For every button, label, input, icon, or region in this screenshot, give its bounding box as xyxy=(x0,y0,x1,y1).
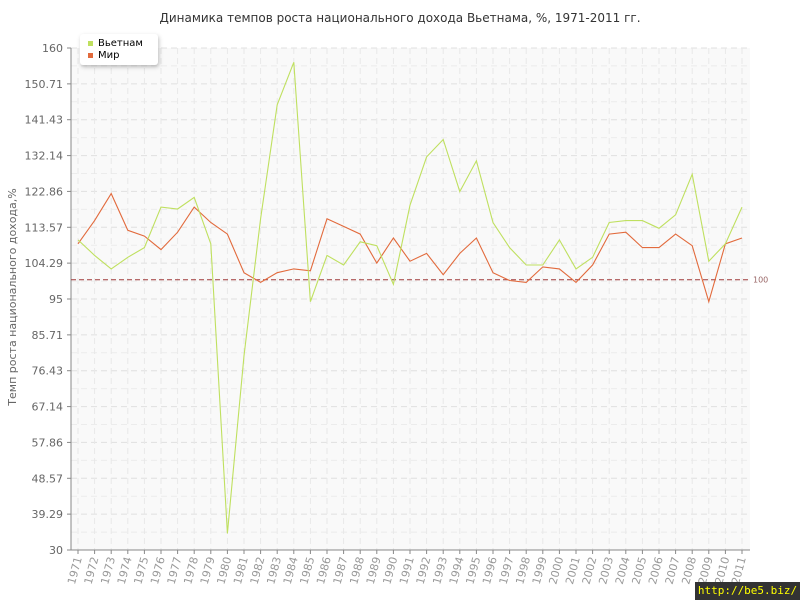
y-tick-label: 122.86 xyxy=(25,185,64,198)
y-tick-label: 113.57 xyxy=(25,221,64,234)
y-tick-label: 30 xyxy=(49,544,63,557)
chart-title: Динамика темпов роста национального дохо… xyxy=(159,11,641,25)
series-lines xyxy=(77,62,743,534)
y-tick-label: 95 xyxy=(49,293,63,306)
y-axis-ticks: 160 150.71 141.43 132.14 122.86 113.57 104.29 9… xyxy=(25,42,71,557)
series-line-vietnam xyxy=(77,62,743,534)
x-gridlines xyxy=(77,48,743,550)
series-line-world xyxy=(77,192,743,304)
y-tick-label: 39.29 xyxy=(32,508,64,521)
y-axis-label: Темп роста национального дохода,% xyxy=(6,188,19,406)
x-axis-ticks: 1971197219731974197519761977197819791980… xyxy=(65,550,749,586)
y-tick-label: 132.14 xyxy=(25,150,64,163)
y-tick-label: 141.43 xyxy=(25,114,64,127)
y-tick-label: 150.71 xyxy=(25,78,64,91)
y-tick-label: 160 xyxy=(42,42,63,55)
y-tick-label: 57.86 xyxy=(32,436,64,449)
y-tick-label: 48.57 xyxy=(32,472,64,485)
legend-swatch-vietnam xyxy=(88,41,93,46)
legend-swatch-world xyxy=(88,53,93,58)
legend-label-world: Мир xyxy=(98,50,120,61)
y-tick-label: 85.71 xyxy=(32,329,64,342)
legend: Вьетнам Мир xyxy=(80,34,158,65)
reference-line-label: 100 xyxy=(753,276,768,285)
y-tick-label: 104.29 xyxy=(25,257,64,270)
reference-line-group: 100 xyxy=(71,276,768,285)
y-tick-label: 76.43 xyxy=(32,365,64,378)
y-tick-label: 67.14 xyxy=(32,401,64,414)
watermark-link[interactable]: http://be5.biz/ xyxy=(695,582,800,600)
legend-label-vietnam: Вьетнам xyxy=(98,38,143,49)
